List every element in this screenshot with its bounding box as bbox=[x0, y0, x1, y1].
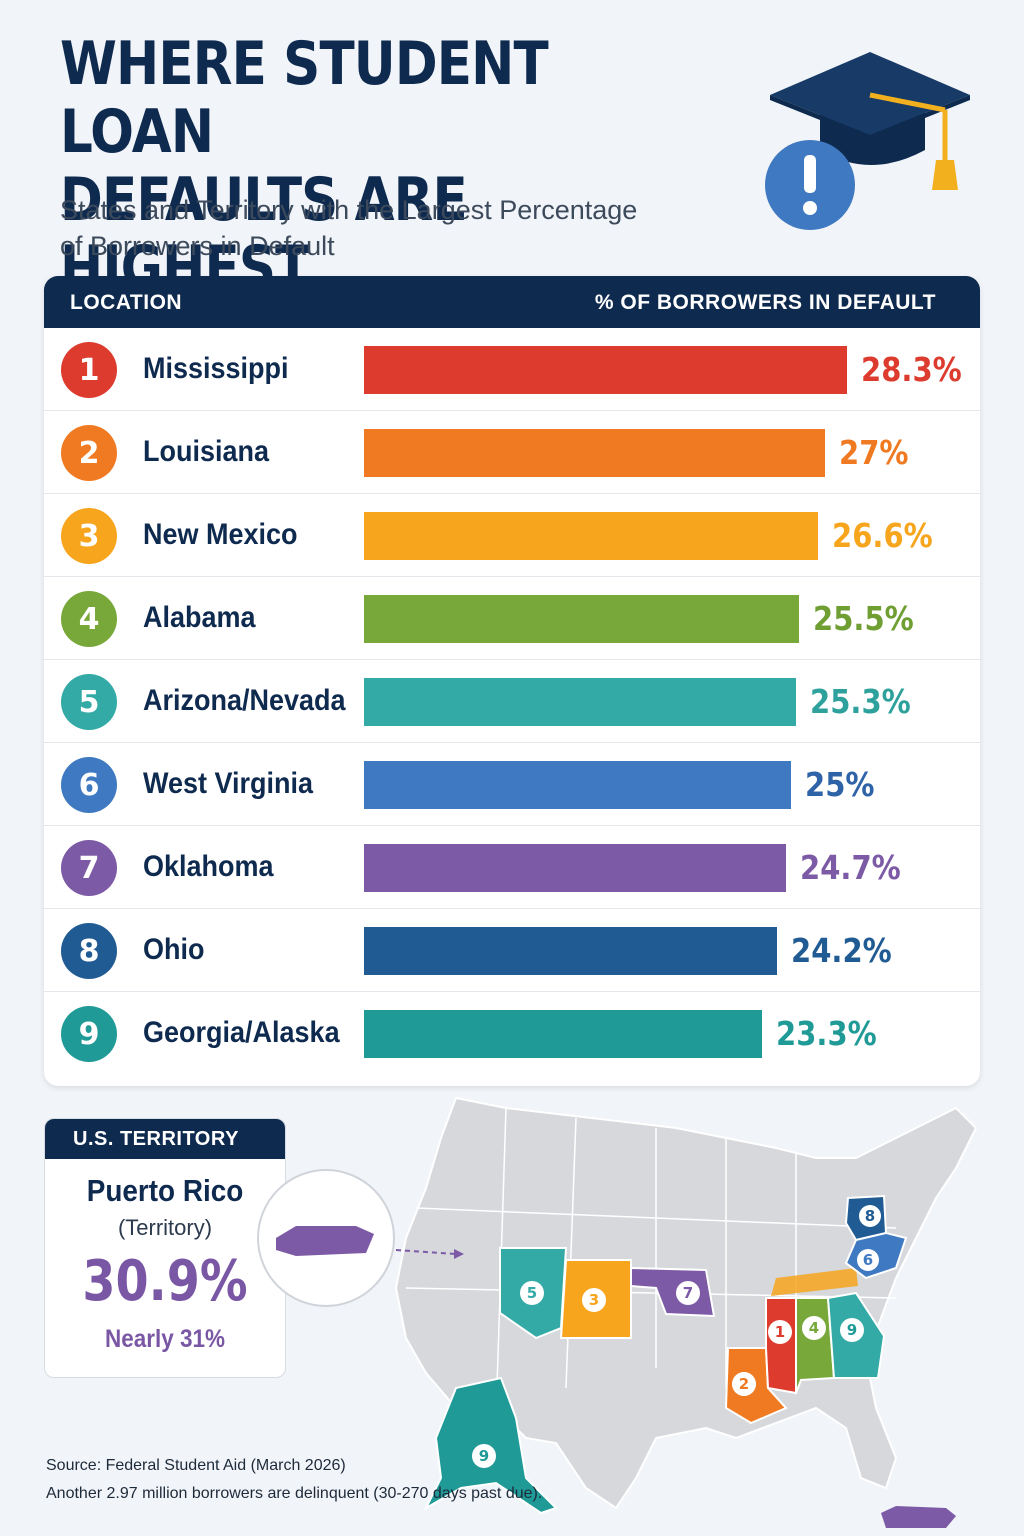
rank-badge: 8 bbox=[61, 923, 117, 979]
default-bar bbox=[364, 927, 777, 975]
column-header-location: LOCATION bbox=[70, 291, 183, 314]
default-bar bbox=[364, 844, 786, 892]
default-bar bbox=[364, 429, 825, 477]
map-marker-9 bbox=[840, 1318, 864, 1342]
rank-badge: 1 bbox=[61, 342, 117, 398]
map-marker-2 bbox=[732, 1372, 756, 1396]
map-marker-label: 4 bbox=[809, 1319, 819, 1337]
map-marker-label: 8 bbox=[865, 1207, 875, 1225]
map-state-mississippi bbox=[765, 1297, 797, 1395]
source-footer: Source: Federal Student Aid (March 2026)… bbox=[46, 1452, 542, 1508]
table-header: LOCATION % OF BORROWERS IN DEFAULT bbox=[44, 276, 980, 328]
source-text: Source: Federal Student Aid (March 2026) bbox=[46, 1457, 346, 1474]
map-marker-label: 9 bbox=[847, 1321, 857, 1339]
rank-badge: 2 bbox=[61, 425, 117, 481]
value-label: 25.3% bbox=[810, 682, 911, 721]
territory-header: U.S. TERRITORY bbox=[45, 1119, 285, 1159]
territory-value: 30.9% bbox=[82, 1249, 248, 1314]
territory-type: (Territory) bbox=[117, 1215, 213, 1240]
value-label: 27% bbox=[839, 433, 909, 472]
rank-badge: 4 bbox=[61, 591, 117, 647]
table-row: 8 Ohio 24.2% bbox=[44, 909, 980, 992]
value-label: 23.3% bbox=[776, 1014, 877, 1053]
value-label: 25.5% bbox=[813, 599, 914, 638]
puerto-rico-mini bbox=[881, 1506, 956, 1528]
map-marker-label: 2 bbox=[739, 1375, 749, 1393]
default-bar bbox=[364, 1010, 762, 1058]
table-row: 6 West Virginia 25% bbox=[44, 743, 980, 826]
table-row: 2 Louisiana 27% bbox=[44, 411, 980, 494]
default-bar bbox=[364, 595, 799, 643]
location-label: Mississippi bbox=[143, 352, 289, 385]
value-label: 28.3% bbox=[861, 350, 962, 389]
us-map-icon: 1 2 3 4 5 6 7 8 9 9 bbox=[257, 1096, 978, 1528]
territory-name: Puerto Rico bbox=[86, 1173, 244, 1208]
subtitle-line-1: States and Territory with the Largest Pe… bbox=[60, 195, 638, 225]
table-row: 5 Arizona/Nevada 25.3% bbox=[44, 660, 980, 743]
territory-note: Nearly 31% bbox=[104, 1325, 226, 1353]
map-marker-label: 9 bbox=[479, 1447, 489, 1465]
subtitle-line-2: of Borrowers in Default bbox=[60, 231, 335, 261]
page-subtitle: States and Territory with the Largest Pe… bbox=[60, 192, 760, 264]
table-row: 7 Oklahoma 24.7% bbox=[44, 826, 980, 909]
map-state-alaska bbox=[423, 1376, 558, 1515]
map-marker-label: 5 bbox=[527, 1284, 537, 1302]
map-marker-label: 6 bbox=[863, 1251, 873, 1269]
map-marker-label: 7 bbox=[683, 1284, 693, 1302]
map-marker-label: 1 bbox=[775, 1323, 785, 1341]
map-state-tennessee-strip bbox=[771, 1268, 858, 1296]
rank-badge: 3 bbox=[61, 508, 117, 564]
map-marker-8 bbox=[859, 1205, 881, 1227]
title-line-1: WHERE STUDENT LOAN bbox=[60, 29, 549, 167]
value-label: 26.6% bbox=[832, 516, 933, 555]
default-bar bbox=[364, 761, 791, 809]
default-rate-table: LOCATION % OF BORROWERS IN DEFAULT 1 Miss… bbox=[44, 276, 980, 1086]
column-header-value: % OF BORROWERS IN DEFAULT bbox=[594, 291, 936, 314]
default-bar bbox=[364, 512, 818, 560]
location-label: Arizona/Nevada bbox=[143, 684, 346, 717]
value-label: 24.7% bbox=[800, 848, 901, 887]
table-row: 1 Mississippi 28.3% bbox=[44, 328, 980, 411]
map-marker-6 bbox=[857, 1249, 879, 1271]
location-label: Oklahoma bbox=[143, 850, 274, 883]
location-label: Louisiana bbox=[143, 435, 270, 468]
rank-badge: 5 bbox=[61, 674, 117, 730]
value-label: 25% bbox=[805, 765, 875, 804]
table-row: 3 New Mexico 26.6% bbox=[44, 494, 980, 577]
default-bar bbox=[364, 346, 847, 394]
rank-badge: 7 bbox=[61, 840, 117, 896]
rank-badge: 6 bbox=[61, 757, 117, 813]
location-label: New Mexico bbox=[143, 518, 298, 551]
rank-badge: 9 bbox=[61, 1006, 117, 1062]
footer-note: Another 2.97 million borrowers are delin… bbox=[46, 1485, 543, 1502]
map-state-oklahoma bbox=[630, 1266, 716, 1318]
location-label: Georgia/Alaska bbox=[143, 1016, 340, 1049]
map-marker-9-alaska bbox=[472, 1444, 496, 1468]
value-label: 24.2% bbox=[791, 931, 892, 970]
location-label: Alabama bbox=[143, 601, 256, 634]
table-row: 4 Alabama 25.5% bbox=[44, 577, 980, 660]
table-body: 1 Mississippi 28.3% 2 Louisiana 27% 3 New Mexic… bbox=[44, 328, 980, 1075]
location-label: Ohio bbox=[143, 933, 205, 966]
map-marker-1 bbox=[768, 1320, 792, 1344]
map-marker-7 bbox=[676, 1281, 700, 1305]
location-label: West Virginia bbox=[143, 767, 314, 800]
map-marker-label: 3 bbox=[589, 1291, 599, 1309]
table-row: 9 Georgia/Alaska 23.3% bbox=[44, 992, 980, 1075]
map-marker-5 bbox=[520, 1281, 544, 1305]
map-marker-4 bbox=[802, 1316, 826, 1340]
graduation-cap-alert-icon bbox=[765, 52, 970, 230]
map-marker-3 bbox=[582, 1288, 606, 1312]
territory-card: U.S. TERRITORY Puerto Rico (Territory) 3… bbox=[44, 1118, 286, 1378]
puerto-rico-shape bbox=[276, 1226, 374, 1256]
default-bar bbox=[364, 678, 796, 726]
